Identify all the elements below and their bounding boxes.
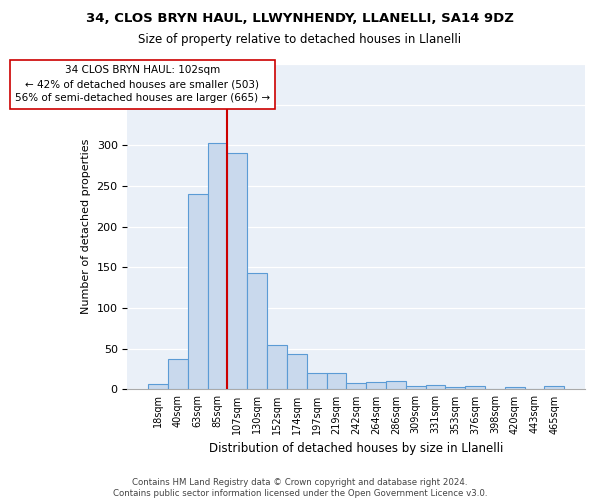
Bar (544, 386, 564, 390)
Bar (307, 373, 326, 390)
Bar (505, 387, 524, 390)
Bar (148, 384, 168, 390)
Bar (227, 154, 247, 390)
Text: 34, CLOS BRYN HAUL, LLWYNHENDY, LLANELLI, SA14 9DZ: 34, CLOS BRYN HAUL, LLWYNHENDY, LLANELLI… (86, 12, 514, 26)
Bar (326, 373, 346, 390)
Bar (168, 358, 188, 390)
Bar (287, 354, 307, 390)
Bar (445, 387, 465, 390)
Bar (267, 344, 287, 390)
Bar (386, 382, 406, 390)
Bar (366, 382, 386, 390)
Bar (406, 386, 425, 390)
Y-axis label: Number of detached properties: Number of detached properties (81, 139, 91, 314)
Bar (425, 386, 445, 390)
Bar (188, 194, 208, 390)
Text: Size of property relative to detached houses in Llanelli: Size of property relative to detached ho… (139, 32, 461, 46)
Text: Contains HM Land Registry data © Crown copyright and database right 2024.
Contai: Contains HM Land Registry data © Crown c… (113, 478, 487, 498)
X-axis label: Distribution of detached houses by size in Llanelli: Distribution of detached houses by size … (209, 442, 503, 455)
Text: 34 CLOS BRYN HAUL: 102sqm
← 42% of detached houses are smaller (503)
56% of semi: 34 CLOS BRYN HAUL: 102sqm ← 42% of detac… (15, 66, 270, 104)
Bar (465, 386, 485, 390)
Bar (208, 143, 227, 390)
Bar (247, 273, 267, 390)
Bar (346, 383, 366, 390)
